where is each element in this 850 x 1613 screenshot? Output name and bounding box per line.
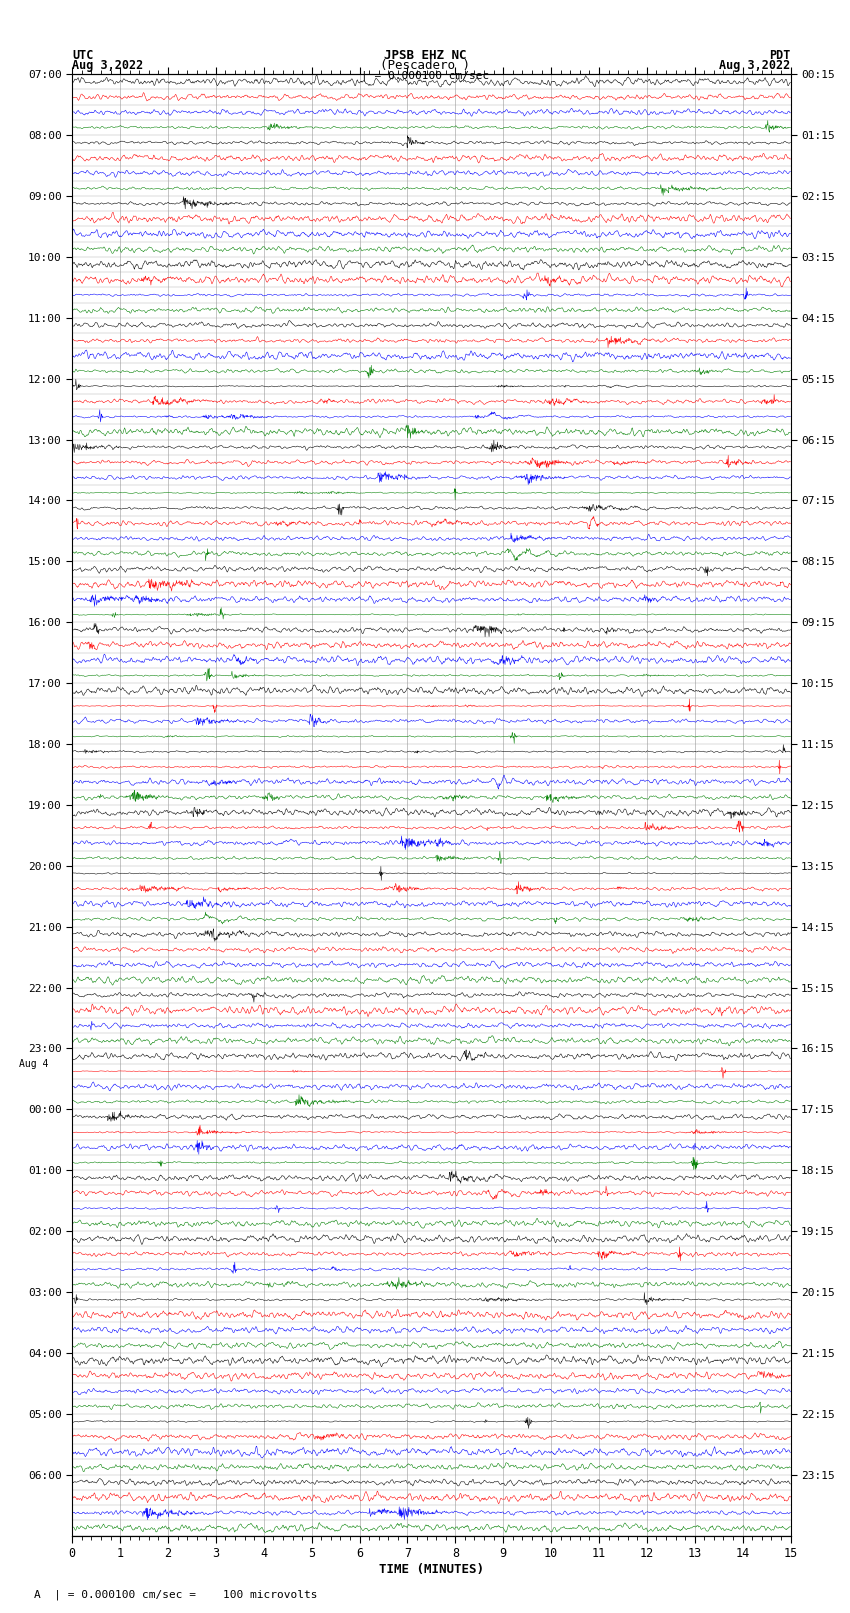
Text: Aug 4: Aug 4: [20, 1058, 48, 1069]
Text: UTC: UTC: [72, 48, 94, 63]
Text: JPSB EHZ NC: JPSB EHZ NC: [383, 48, 467, 63]
Text: A  | = 0.000100 cm/sec =    100 microvolts: A | = 0.000100 cm/sec = 100 microvolts: [34, 1589, 318, 1600]
Text: Aug 3,2022: Aug 3,2022: [72, 58, 144, 71]
Text: | = 0.000100 cm/sec: | = 0.000100 cm/sec: [361, 69, 489, 81]
Text: (Pescadero ): (Pescadero ): [380, 58, 470, 71]
Text: PDT: PDT: [769, 48, 790, 63]
Text: Aug 3,2022: Aug 3,2022: [719, 58, 791, 71]
X-axis label: TIME (MINUTES): TIME (MINUTES): [379, 1563, 484, 1576]
